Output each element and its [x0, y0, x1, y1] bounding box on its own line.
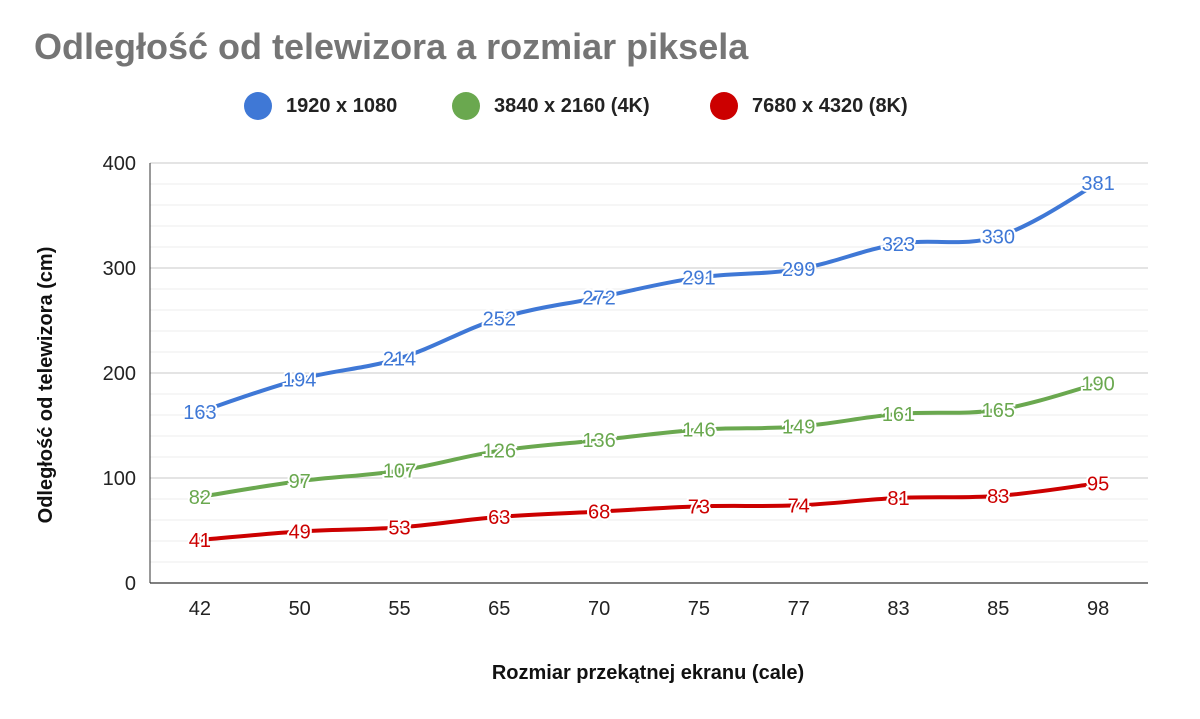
y-tick-label: 300 [103, 258, 136, 280]
data-label: 63 [488, 507, 510, 529]
legend-label: 3840 x 2160 (4K) [494, 94, 650, 117]
data-label: 190 [1081, 374, 1114, 396]
axes: 0 100 200 300 400 42 50 55 65 70 75 77 83 85 98 [103, 153, 1148, 620]
data-label: 165 [982, 400, 1015, 422]
x-axis-title: Rozmiar przekątnej ekranu (cale) [492, 662, 804, 684]
series-line-2 [197, 481, 1101, 542]
data-label: 381 [1081, 173, 1114, 195]
data-point [695, 426, 702, 433]
gridlines [150, 162, 1148, 563]
data-label: 323 [882, 234, 915, 256]
data-point [296, 376, 303, 383]
y-tick-label: 400 [103, 153, 136, 175]
series-line-1 [197, 381, 1101, 499]
data-point [496, 315, 503, 322]
data-label: 252 [483, 308, 516, 330]
data-point [396, 524, 403, 531]
data-point [1095, 380, 1102, 387]
data-label: 53 [388, 517, 410, 539]
data-label: 74 [788, 495, 810, 517]
data-point [196, 408, 203, 415]
legend-item-8k[interactable]: 7680 x 4320 (8K) [710, 92, 908, 120]
data-label: 107 [383, 461, 416, 483]
data-label: 149 [782, 417, 815, 439]
data-labels: 163 194 214 252 272 291 299 323 330 381 82 97 107 126… [181, 171, 1117, 554]
legend: 1920 x 1080 3840 x 2160 (4K) 7680 x 4320… [0, 92, 1200, 132]
data-point [895, 410, 902, 417]
data-label: 49 [289, 522, 311, 544]
legend-label: 7680 x 4320 (8K) [752, 94, 908, 117]
x-tick-label: 65 [488, 598, 510, 620]
data-label: 68 [588, 502, 610, 524]
x-tick-label: 83 [887, 598, 909, 620]
x-tick-label: 42 [189, 598, 211, 620]
x-tick-label: 98 [1087, 598, 1109, 620]
data-point [795, 266, 802, 273]
x-tick-label: 75 [688, 598, 710, 620]
legend-item-4k[interactable]: 3840 x 2160 (4K) [452, 92, 650, 120]
legend-swatch [244, 92, 272, 120]
data-point [596, 437, 603, 444]
data-label: 136 [582, 430, 615, 452]
data-point [196, 536, 203, 543]
data-point [396, 467, 403, 474]
legend-item-1920[interactable]: 1920 x 1080 [244, 92, 397, 120]
data-point [995, 406, 1002, 413]
data-point [695, 274, 702, 281]
data-label: 97 [289, 471, 311, 493]
data-point [596, 294, 603, 301]
x-tick-label: 85 [987, 598, 1009, 620]
data-point [396, 355, 403, 362]
data-label: 161 [882, 404, 915, 426]
chart-title: Odległość od telewizora a rozmiar piksel… [34, 26, 749, 67]
data-point [895, 494, 902, 501]
x-tick-label: 70 [588, 598, 610, 620]
data-point [496, 513, 503, 520]
data-label: 73 [688, 496, 710, 518]
data-label: 81 [887, 488, 909, 510]
data-label: 126 [483, 441, 516, 463]
data-label: 194 [283, 369, 316, 391]
y-tick-label: 200 [103, 363, 136, 385]
data-point [795, 502, 802, 509]
data-point [995, 233, 1002, 240]
x-tick-label: 55 [388, 598, 410, 620]
data-label: 291 [682, 267, 715, 289]
data-point [596, 508, 603, 515]
data-point [1095, 480, 1102, 487]
legend-label: 1920 x 1080 [286, 94, 398, 117]
y-tick-label: 100 [103, 468, 136, 490]
data-point [795, 423, 802, 430]
data-label: 299 [782, 259, 815, 281]
data-label: 41 [189, 530, 211, 552]
data-point [496, 447, 503, 454]
data-point [995, 492, 1002, 499]
legend-swatch [710, 92, 738, 120]
series-line-0 [197, 180, 1101, 414]
data-label: 330 [982, 227, 1015, 249]
data-label: 272 [582, 287, 615, 309]
data-point [695, 503, 702, 510]
series-lines [196, 179, 1102, 543]
data-point [196, 493, 203, 500]
y-tick-label: 0 [125, 573, 136, 595]
data-label: 163 [183, 402, 216, 424]
data-label: 146 [682, 420, 715, 442]
data-label: 83 [987, 486, 1009, 508]
data-point [1095, 179, 1102, 186]
y-axis-title: Odległość od telewizora (cm) [35, 247, 57, 524]
x-tick-label: 77 [788, 598, 810, 620]
data-label: 82 [189, 487, 211, 509]
data-label: 214 [383, 348, 416, 370]
x-tick-label: 50 [289, 598, 311, 620]
data-label: 95 [1087, 473, 1109, 495]
data-point [895, 240, 902, 247]
data-point [296, 528, 303, 535]
data-point [296, 478, 303, 485]
legend-swatch [452, 92, 480, 120]
